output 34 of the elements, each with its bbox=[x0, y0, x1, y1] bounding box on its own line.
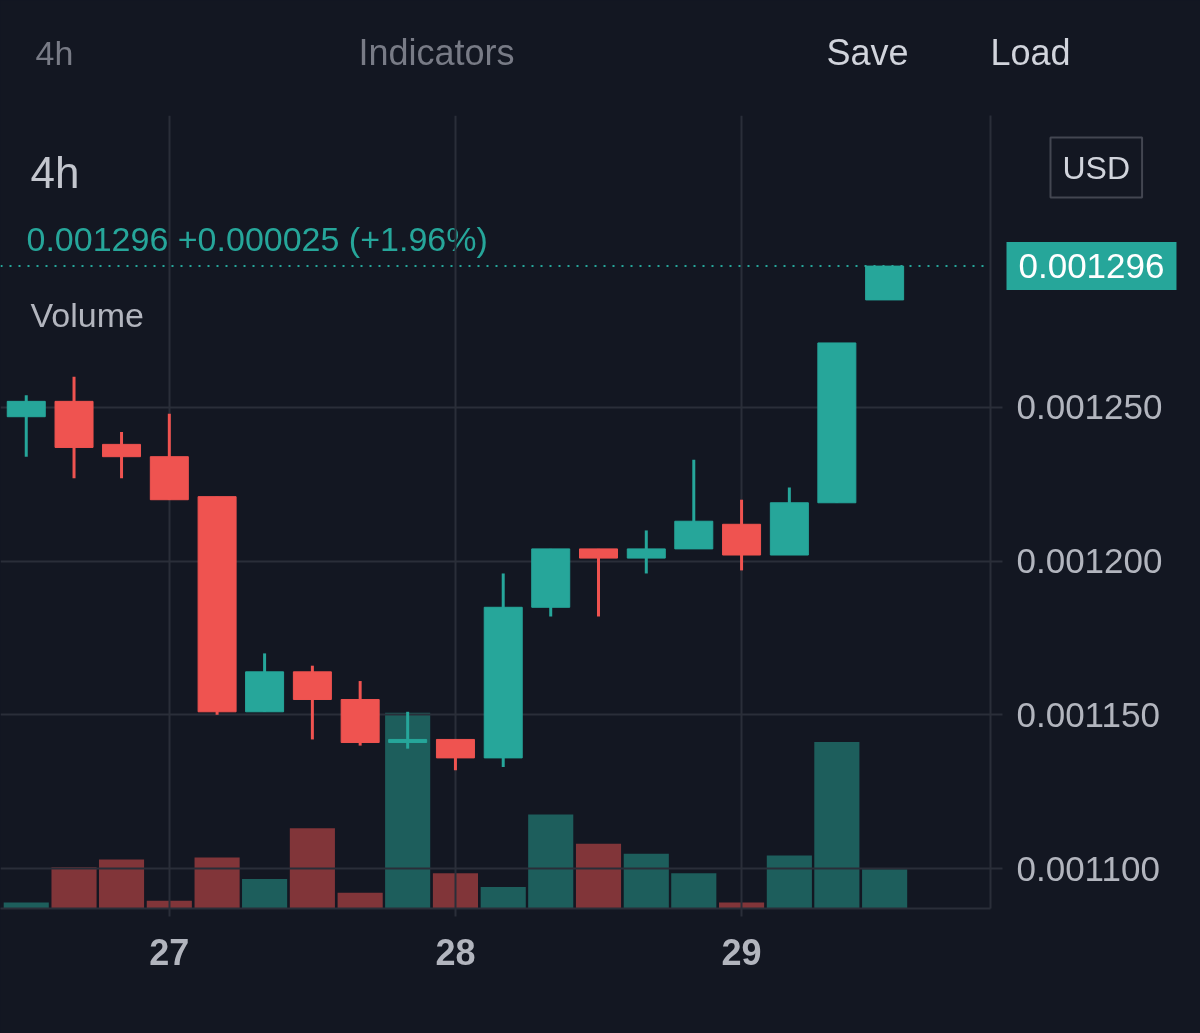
ref-line-label: 0.001296 bbox=[1018, 246, 1165, 286]
bar bbox=[337, 892, 383, 909]
x-tick-label: 29 bbox=[721, 931, 762, 973]
bar bbox=[528, 814, 574, 909]
bar bbox=[814, 742, 860, 909]
candlestick bbox=[388, 710, 428, 749]
text: 4h bbox=[35, 33, 74, 72]
x-tick-label: 27 bbox=[149, 931, 190, 973]
bar bbox=[671, 873, 717, 909]
bar bbox=[242, 879, 288, 909]
bar bbox=[51, 867, 97, 909]
y-tick-label: 0.001150 bbox=[1016, 694, 1160, 734]
y-tick-label: 0.001200 bbox=[1016, 541, 1163, 581]
bar bbox=[432, 873, 478, 909]
text: 0.001296 +0.000025 (+1.96%) bbox=[26, 219, 488, 258]
bar bbox=[98, 859, 145, 909]
text: Save bbox=[826, 32, 909, 73]
bar bbox=[289, 828, 335, 909]
candlestick bbox=[626, 530, 666, 574]
chart-title: Volume bbox=[30, 295, 144, 334]
bar bbox=[766, 855, 812, 909]
bar bbox=[194, 857, 240, 909]
text: USD bbox=[1062, 149, 1131, 186]
bar bbox=[623, 853, 669, 909]
bar bbox=[862, 869, 908, 909]
bar bbox=[385, 712, 431, 909]
y-tick-label: 0.001250 bbox=[1016, 387, 1163, 427]
bar bbox=[480, 886, 526, 909]
x-tick-label: 28 bbox=[435, 931, 476, 973]
text: 4h bbox=[30, 148, 80, 197]
y-tick-label: 0.001100 bbox=[1016, 848, 1160, 888]
text: Indicators bbox=[358, 32, 515, 73]
bar bbox=[575, 843, 622, 909]
text: Load bbox=[990, 32, 1071, 73]
